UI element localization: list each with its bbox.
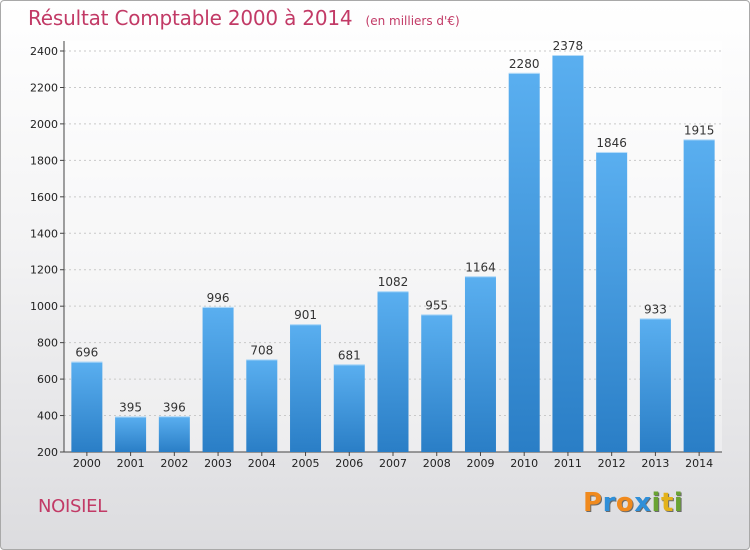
logo-letter: x	[634, 488, 652, 518]
bar	[71, 361, 103, 452]
data-label: 395	[119, 400, 142, 414]
x-tick-label: 2009	[466, 457, 494, 470]
data-label: 1082	[378, 275, 409, 289]
proxiti-logo: Proxiti	[583, 488, 683, 518]
y-tick-label: 1400	[30, 227, 58, 240]
logo-letter: t	[660, 488, 674, 518]
x-tick-label: 2006	[335, 457, 363, 470]
unit-label: (en milliers d'€)	[365, 14, 460, 28]
y-tick-label: 2200	[30, 81, 58, 94]
data-label: 933	[644, 302, 667, 316]
bar	[639, 318, 671, 452]
y-tick-label: 1600	[30, 191, 58, 204]
x-tick-label: 2005	[292, 457, 320, 470]
chart-title: Résultat Comptable 2000 à 2014	[28, 6, 353, 30]
bar	[596, 151, 628, 452]
data-label: 996	[207, 291, 230, 305]
y-tick-label: 800	[37, 337, 58, 350]
y-tick-label: 1800	[30, 154, 58, 167]
bar	[421, 314, 453, 452]
logo-letter: P	[583, 488, 603, 518]
y-tick-label: 600	[37, 373, 58, 386]
y-tick-label: 200	[37, 446, 58, 459]
logo-letter: i	[673, 488, 684, 518]
x-tick-label: 2010	[510, 457, 538, 470]
data-label: 901	[294, 308, 317, 322]
place-name: NOISIEL	[38, 496, 107, 517]
bar	[158, 416, 190, 452]
bar	[508, 72, 540, 452]
data-label: 1846	[596, 136, 627, 150]
x-tick-label: 2014	[685, 457, 713, 470]
x-tick-label: 2012	[598, 457, 626, 470]
bar	[377, 291, 409, 452]
x-tick-label: 2002	[160, 457, 188, 470]
x-tick-label: 2007	[379, 457, 407, 470]
x-tick-label: 2003	[204, 457, 232, 470]
x-tick-label: 2013	[641, 457, 669, 470]
y-tick-label: 2400	[30, 45, 58, 58]
x-tick-label: 2008	[423, 457, 451, 470]
bar	[683, 139, 715, 452]
title-row: Résultat Comptable 2000 à 2014 (en milli…	[28, 6, 460, 30]
x-tick-label: 2011	[554, 457, 582, 470]
data-label: 955	[425, 298, 448, 312]
data-label: 2280	[509, 57, 540, 71]
x-tick-label: 2000	[73, 457, 101, 470]
y-tick-label: 1200	[30, 264, 58, 277]
logo-letter: r	[602, 488, 616, 518]
data-label: 681	[338, 348, 361, 362]
logo-letter: o	[615, 488, 635, 518]
bar	[333, 364, 365, 452]
y-tick-label: 1000	[30, 300, 58, 313]
bar	[552, 55, 584, 452]
y-tick-label: 400	[37, 410, 58, 423]
logo-letter: i	[651, 488, 661, 518]
bar	[290, 324, 322, 452]
bar	[115, 416, 147, 452]
bar	[246, 359, 278, 452]
data-label: 708	[250, 343, 273, 357]
bar	[464, 276, 496, 452]
y-tick-label: 2000	[30, 118, 58, 131]
x-tick-label: 2001	[117, 457, 145, 470]
data-label: 1915	[684, 123, 715, 137]
data-label: 1164	[465, 260, 496, 274]
x-tick-label: 2004	[248, 457, 276, 470]
bar	[202, 306, 234, 452]
data-label: 396	[163, 400, 186, 414]
data-label: 696	[75, 346, 98, 360]
data-label: 2378	[553, 39, 584, 53]
